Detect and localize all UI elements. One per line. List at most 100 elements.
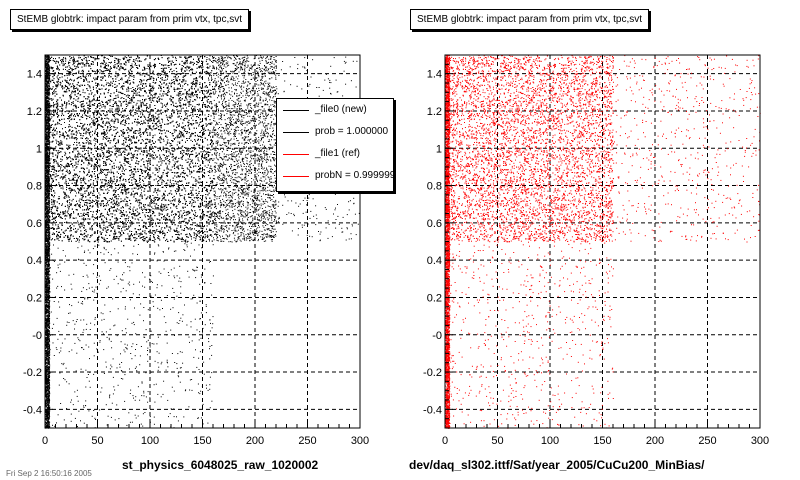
scatter-point [49,90,50,91]
scatter-point [47,337,48,338]
scatter-point [47,329,48,330]
scatter-point [47,85,48,86]
scatter-point [49,348,50,349]
scatter-point [49,281,50,282]
scatter-point [49,160,50,161]
scatter-point [48,360,49,361]
scatter-point [46,311,47,312]
scatter-point [49,345,50,346]
scatter-point [48,321,49,322]
scatter-point [49,406,50,407]
scatter-point [49,402,50,403]
scatter-point [46,218,47,219]
scatter-point [47,310,48,311]
scatter-point [47,287,48,288]
scatter-point [49,72,50,73]
scatter-point [46,61,47,62]
scatter-point [48,408,49,409]
scatter-point [46,261,47,262]
scatter-point [49,338,50,339]
scatter-point [48,184,49,185]
scatter-point [48,174,49,175]
scatter-point [47,274,48,275]
scatter-point [49,189,50,190]
scatter-point [47,374,48,375]
scatter-point [48,312,49,313]
scatter-point [48,277,49,278]
scatter-point [49,386,50,387]
scatter-point [47,208,48,209]
scatter-point [46,133,47,134]
scatter-point [48,99,49,100]
scatter-point [48,268,49,269]
scatter-point [48,247,49,248]
scatter-point [47,69,48,70]
scatter-point [49,173,50,174]
scatter-point [47,107,48,108]
scatter-point [46,424,47,425]
scatter-point [48,385,49,386]
scatter-point [49,370,50,371]
scatter-point [46,375,47,376]
scatter-point [46,389,47,390]
scatter-point [46,271,47,272]
scatter-point [49,358,50,359]
scatter-point [49,373,50,374]
scatter-point [46,331,47,332]
scatter-point [47,202,48,203]
scatter-point [47,156,48,157]
scatter-point [49,426,50,427]
scatter-point [48,131,49,132]
scatter-point [48,380,49,381]
scatter-point [48,103,49,104]
scatter-point [49,367,50,368]
scatter-point [47,146,48,147]
scatter-point [47,84,48,85]
scatter-point [49,239,50,240]
scatter-point [49,174,50,175]
scatter-point [47,100,48,101]
scatter-point [46,177,47,178]
scatter-point [48,356,49,357]
scatter-point [47,342,48,343]
scatter-point [48,402,49,403]
scatter-point [47,215,48,216]
scatter-point [48,333,49,334]
scatter-point [48,77,49,78]
scatter-point [46,191,47,192]
scatter-point [46,152,47,153]
scatter-point [47,352,48,353]
scatter-point [47,240,48,241]
scatter-point [49,295,50,296]
scatter-point [46,160,47,161]
scatter-point [48,367,49,368]
scatter-point [46,284,47,285]
scatter-point [48,109,49,110]
scatter-point [47,305,48,306]
scatter-point [46,188,47,189]
scatter-point [47,311,48,312]
scatter-point [46,313,47,314]
scatter-point [48,184,49,185]
scatter-point [49,57,50,58]
scatter-point [46,419,47,420]
scatter-point [48,242,49,243]
scatter-point [47,356,48,357]
scatter-point [47,354,48,355]
scatter-point [46,350,47,351]
scatter-point [47,172,48,173]
scatter-point [48,219,49,220]
scatter-point [49,252,50,253]
scatter-point [46,170,47,171]
scatter-point [49,258,50,259]
scatter-point [46,144,47,145]
scatter-point [46,108,47,109]
scatter-point [48,279,49,280]
scatter-point [46,161,47,162]
scatter-point [49,193,50,194]
scatter-point [49,312,50,313]
scatter-point [46,122,47,123]
scatter-point [47,61,48,62]
scatter-point [48,198,49,199]
scatter-point [47,368,48,369]
